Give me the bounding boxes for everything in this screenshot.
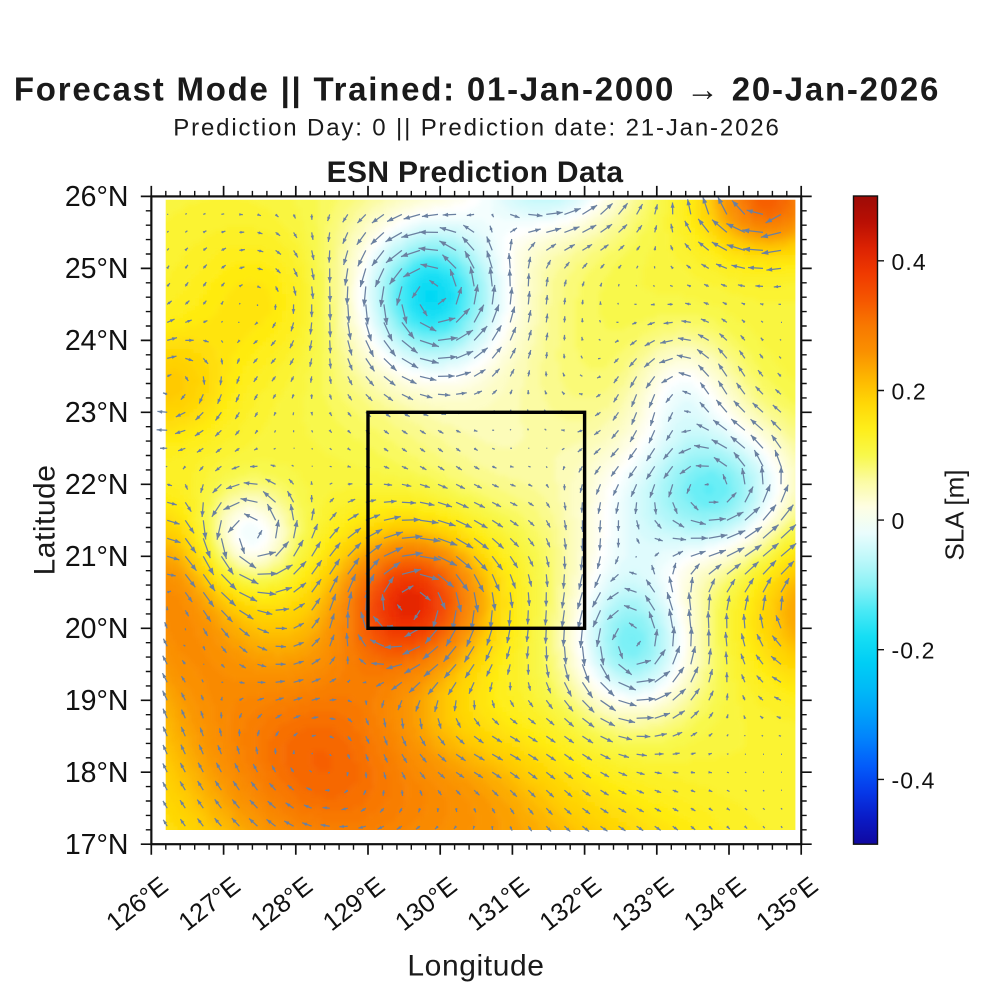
svg-text:Latitude: Latitude	[29, 465, 62, 576]
svg-text:SLA [m]: SLA [m]	[940, 469, 970, 560]
svg-text:26°N: 26°N	[65, 181, 129, 213]
svg-text:-0.2: -0.2	[892, 638, 936, 664]
svg-text:0: 0	[892, 508, 906, 534]
svg-text:0.2: 0.2	[892, 379, 927, 405]
svg-text:17°N: 17°N	[65, 829, 129, 861]
svg-text:127°E: 127°E	[174, 872, 246, 937]
svg-text:Forecast Mode || Trained: 01-J: Forecast Mode || Trained: 01-Jan-2000 → …	[14, 71, 940, 108]
svg-text:134°E: 134°E	[679, 872, 751, 937]
svg-text:24°N: 24°N	[65, 325, 129, 357]
svg-text:20°N: 20°N	[65, 613, 129, 645]
svg-text:21°N: 21°N	[65, 541, 129, 573]
svg-text:Longitude: Longitude	[407, 950, 544, 983]
svg-text:126°E: 126°E	[101, 872, 173, 937]
svg-text:132°E: 132°E	[535, 872, 607, 937]
svg-text:22°N: 22°N	[65, 469, 129, 501]
svg-text:ESN Prediction Data: ESN Prediction Data	[327, 156, 624, 189]
svg-text:0.4: 0.4	[892, 249, 927, 275]
svg-text:128°E: 128°E	[246, 872, 318, 937]
svg-text:131°E: 131°E	[462, 872, 534, 937]
svg-text:19°N: 19°N	[65, 685, 129, 717]
svg-text:-0.4: -0.4	[892, 767, 936, 793]
svg-text:130°E: 130°E	[390, 872, 462, 937]
svg-text:23°N: 23°N	[65, 397, 129, 429]
svg-text:133°E: 133°E	[607, 872, 679, 937]
svg-text:129°E: 129°E	[318, 872, 390, 937]
svg-text:135°E: 135°E	[751, 872, 823, 937]
svg-text:Prediction Day: 0 || Predictio: Prediction Day: 0 || Prediction date: 21…	[173, 115, 780, 142]
svg-text:18°N: 18°N	[65, 757, 129, 789]
svg-text:25°N: 25°N	[65, 253, 129, 285]
